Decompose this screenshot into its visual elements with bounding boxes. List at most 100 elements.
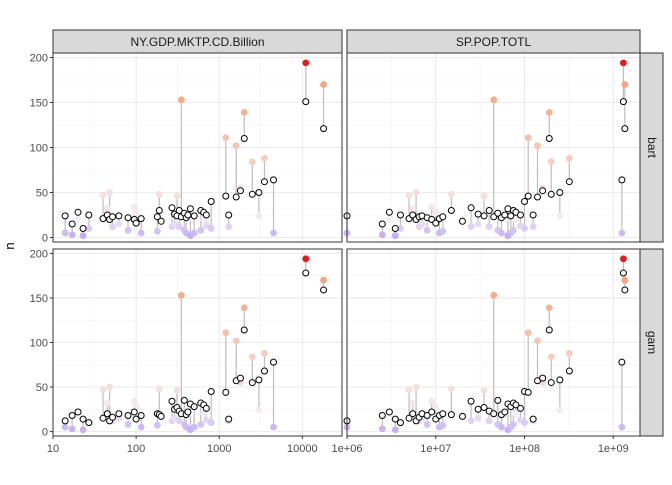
predicted-point (565, 367, 573, 375)
observed-point (474, 414, 482, 422)
observed-point (512, 216, 520, 223)
predicted-point (184, 211, 192, 219)
observed-point (207, 419, 215, 427)
predicted-point (124, 214, 132, 222)
observed-point (155, 385, 163, 393)
predicted-point (439, 213, 447, 221)
observed-point (106, 383, 114, 391)
predicted-point (378, 220, 386, 228)
observed-point (510, 421, 517, 428)
observed-point (391, 232, 399, 240)
observed-point (547, 353, 555, 361)
predicted-point (240, 135, 248, 142)
y-tick-label: 150 (30, 98, 48, 110)
predicted-point (248, 379, 256, 387)
observed-point (619, 255, 627, 263)
observed-point (423, 421, 431, 428)
observed-point (190, 229, 198, 237)
predicted-point (545, 326, 553, 334)
predicted-point (207, 387, 215, 395)
predicted-point (556, 189, 564, 196)
observed-point (428, 203, 436, 211)
predicted-point (130, 408, 138, 416)
predicted-point (396, 211, 404, 219)
predicted-point (565, 178, 573, 186)
observed-point (556, 406, 564, 414)
observed-point (132, 403, 140, 411)
observed-point (405, 386, 413, 394)
observed-point (474, 220, 482, 228)
facet-strip-column-label: SP.POP.TOTL (456, 35, 532, 49)
predicted-point (385, 408, 393, 416)
predicted-point (68, 412, 76, 420)
predicted-point (240, 326, 248, 334)
facet-strip-row-label: gam (645, 331, 659, 354)
predicted-point (507, 212, 515, 220)
predicted-point (409, 410, 417, 418)
predicted-point (320, 286, 328, 294)
y-tick-label: 100 (30, 143, 48, 155)
observed-point (534, 142, 541, 150)
observed-point (109, 223, 116, 231)
predicted-point (255, 189, 263, 196)
observed-point (155, 190, 163, 198)
panel-border (346, 52, 641, 243)
predicted-point (103, 410, 111, 418)
y-tick-label: 100 (30, 338, 48, 350)
predicted-point (79, 225, 87, 232)
predicted-point (385, 208, 393, 216)
observed-point (61, 423, 69, 431)
facet-panel (343, 52, 641, 243)
observed-point (480, 192, 488, 200)
observed-point (175, 417, 183, 425)
x-tick-label: 1e+07 (420, 443, 451, 455)
observed-point (222, 329, 230, 337)
observed-point (124, 226, 132, 234)
predicted-point (79, 415, 87, 423)
observed-point (99, 386, 107, 394)
facet-panel: 0 50 100 150 200 10 100 1000 10000 (30, 248, 343, 455)
observed-point (197, 421, 205, 428)
predicted-point (533, 193, 541, 201)
observed-point (397, 225, 404, 232)
observed-point (79, 426, 87, 434)
predicted-point (270, 176, 278, 184)
predicted-point (168, 397, 176, 405)
predicted-point (529, 415, 537, 423)
facet-panel: 1e+06 1e+07 1e+08 1e+09 (332, 248, 641, 455)
predicted-point (547, 190, 555, 198)
observed-point (153, 227, 161, 235)
observed-point (524, 329, 532, 337)
y-tick-label: 0 (42, 427, 48, 439)
predicted-point (378, 412, 386, 420)
predicted-point (391, 225, 399, 232)
x-tick-label: 1e+09 (598, 443, 629, 455)
observed-point (498, 423, 505, 431)
observed-point (467, 417, 475, 425)
observed-point (68, 425, 76, 433)
y-tick-label: 150 (30, 293, 48, 305)
observed-point (447, 190, 455, 198)
observed-point (124, 421, 132, 428)
predicted-point (501, 211, 509, 219)
x-tick-label: 10 (47, 443, 59, 455)
observed-point (621, 81, 629, 88)
observed-point (320, 276, 327, 284)
predicted-point (539, 374, 547, 382)
predicted-point (186, 205, 194, 213)
observed-point (428, 397, 436, 405)
predicted-point (621, 125, 629, 133)
y-tick-label: 50 (36, 188, 48, 200)
observed-point (225, 223, 233, 231)
observed-point (621, 276, 629, 284)
predicted-point (467, 204, 475, 212)
predicted-point (539, 187, 547, 195)
predicted-point (423, 412, 431, 420)
observed-point (405, 191, 413, 199)
observed-point (106, 189, 114, 196)
predicted-point (516, 404, 524, 412)
predicted-point (137, 412, 145, 420)
observed-point (524, 134, 532, 142)
observed-point (619, 59, 627, 67)
y-axis-title: n (2, 242, 17, 249)
